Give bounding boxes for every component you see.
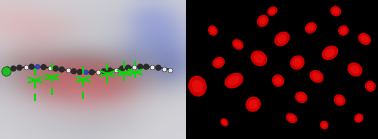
Point	[28, 66, 34, 68]
Ellipse shape	[274, 77, 282, 84]
Ellipse shape	[220, 118, 228, 126]
Point	[59, 68, 65, 71]
Point	[113, 68, 119, 71]
Ellipse shape	[350, 65, 359, 74]
Ellipse shape	[277, 34, 287, 43]
Point	[34, 66, 40, 68]
Ellipse shape	[361, 35, 369, 43]
Ellipse shape	[322, 122, 327, 128]
Point	[17, 67, 23, 69]
Ellipse shape	[270, 8, 276, 14]
Point	[143, 66, 149, 68]
Ellipse shape	[259, 17, 266, 25]
Ellipse shape	[212, 57, 225, 68]
Ellipse shape	[267, 6, 277, 16]
Point	[53, 67, 59, 70]
Point	[65, 69, 71, 72]
Ellipse shape	[251, 50, 267, 66]
Ellipse shape	[286, 113, 297, 123]
Ellipse shape	[322, 45, 338, 60]
Ellipse shape	[208, 25, 218, 36]
Point	[46, 67, 53, 69]
Point	[23, 66, 29, 68]
Ellipse shape	[325, 48, 335, 57]
Point	[167, 68, 174, 71]
Ellipse shape	[305, 22, 317, 33]
Ellipse shape	[245, 97, 261, 112]
Ellipse shape	[354, 113, 364, 123]
Ellipse shape	[228, 76, 240, 85]
Ellipse shape	[312, 73, 321, 80]
Ellipse shape	[295, 91, 307, 103]
Ellipse shape	[288, 115, 295, 121]
Ellipse shape	[222, 120, 227, 125]
Ellipse shape	[257, 15, 269, 27]
Point	[119, 67, 125, 70]
Ellipse shape	[338, 25, 349, 36]
Ellipse shape	[290, 55, 305, 70]
Ellipse shape	[272, 74, 284, 87]
Ellipse shape	[215, 59, 222, 66]
Ellipse shape	[274, 32, 290, 46]
Point	[83, 71, 89, 73]
Point	[3, 70, 9, 72]
Ellipse shape	[320, 121, 328, 130]
Point	[101, 70, 107, 72]
Point	[131, 66, 137, 68]
Ellipse shape	[232, 39, 243, 50]
Ellipse shape	[225, 73, 243, 89]
Point	[95, 71, 101, 73]
Ellipse shape	[365, 81, 376, 92]
Ellipse shape	[249, 100, 258, 109]
Ellipse shape	[367, 83, 373, 90]
Ellipse shape	[192, 80, 203, 92]
Point	[40, 66, 46, 68]
Ellipse shape	[340, 27, 347, 34]
Point	[155, 67, 161, 69]
Ellipse shape	[356, 115, 362, 121]
Ellipse shape	[336, 97, 343, 104]
Point	[89, 71, 95, 73]
Ellipse shape	[297, 94, 305, 101]
Ellipse shape	[210, 27, 216, 34]
Ellipse shape	[310, 70, 324, 83]
Point	[149, 66, 155, 68]
Ellipse shape	[330, 6, 341, 16]
Ellipse shape	[358, 33, 371, 45]
Point	[137, 66, 143, 68]
Ellipse shape	[347, 62, 363, 77]
Point	[77, 71, 83, 73]
Point	[161, 67, 167, 70]
Point	[5, 68, 11, 71]
Ellipse shape	[293, 58, 302, 67]
Point	[107, 69, 113, 72]
Point	[11, 67, 17, 70]
Ellipse shape	[307, 24, 314, 31]
Point	[71, 70, 77, 72]
Ellipse shape	[334, 94, 345, 106]
Ellipse shape	[234, 41, 241, 48]
Ellipse shape	[188, 76, 207, 97]
Point	[125, 67, 131, 69]
Ellipse shape	[333, 8, 339, 14]
Ellipse shape	[254, 54, 264, 63]
